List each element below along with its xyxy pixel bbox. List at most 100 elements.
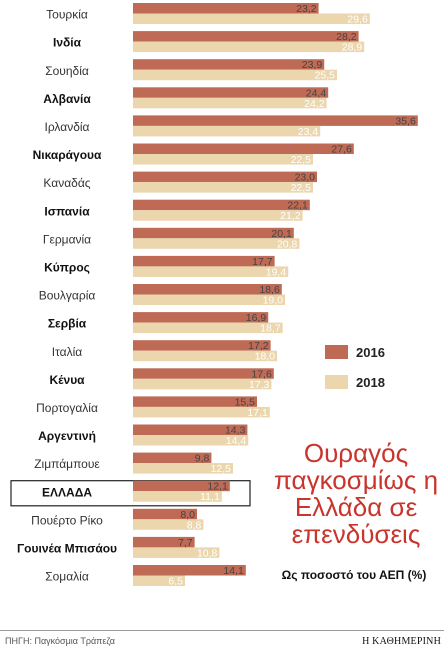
legend-item-2018: 2018	[325, 375, 385, 390]
legend-swatch	[325, 345, 348, 359]
category-label: Κένυα	[49, 373, 85, 387]
row-ισπανία: Ισπανία 22,121,2	[44, 199, 310, 222]
bar-2016	[133, 508, 197, 520]
bar-2016	[133, 115, 418, 126]
bar-2018	[133, 41, 365, 53]
bar-2016	[133, 284, 282, 295]
value-label-2016: 17,6	[251, 368, 272, 380]
value-label-2018: 24,2	[304, 98, 325, 110]
chart-rows: Τουρκία 23,2 29,6 Ινδία 28,228,9 Σουηδία 23,92…	[10, 3, 418, 588]
chart-legend: 2016 2018	[325, 345, 385, 390]
category-label: Τουρκία	[46, 8, 88, 22]
category-label: Αλβανία	[43, 92, 91, 106]
row-ιταλία: Ιταλία 17,218,0	[52, 340, 277, 363]
value-label-2016: 7,7	[178, 537, 193, 549]
bar-2018	[133, 575, 185, 586]
row-ελλαδα: ΕΛΛΑΔΑ 12,111,1	[10, 480, 251, 507]
value-label-2016: 15,5	[235, 396, 256, 408]
row-σερβία: Σερβία 16,918,7	[48, 312, 283, 335]
bar-2016	[133, 396, 257, 407]
bar-2018	[133, 97, 327, 109]
value-label-2016: 8,0	[180, 509, 195, 521]
value-label-2018: 14,4	[226, 435, 247, 447]
value-label-2016: 22,1	[287, 200, 308, 212]
value-label-2018: 28,9	[342, 42, 363, 54]
category-label: Πορτογαλία	[36, 401, 98, 415]
publisher-brand: Η ΚΑΘΗΜΕΡΙΝΗ	[362, 636, 441, 647]
value-label-2018: 18,0	[255, 351, 276, 363]
value-label-2018: 23,4	[298, 126, 319, 138]
category-label: Ινδία	[53, 36, 82, 50]
row-σουηδία: Σουηδία 23,925,5	[45, 59, 337, 82]
legend-swatch	[325, 375, 348, 389]
highlight-box	[10, 480, 251, 507]
value-label-2018: 12,5	[211, 463, 232, 475]
bar-2018	[133, 463, 233, 474]
bar-2016	[133, 480, 230, 492]
category-label: Καναδάς	[43, 176, 90, 190]
value-label-2016: 23,9	[302, 59, 323, 71]
value-label-2016: 9,8	[195, 453, 210, 465]
category-label: Βουλγαρία	[39, 289, 96, 303]
category-label: Ισπανία	[44, 204, 90, 218]
value-label-2018: 8,8	[187, 519, 202, 531]
row-ινδία: Ινδία 28,228,9	[53, 31, 365, 54]
value-label-2016: 17,2	[248, 340, 269, 352]
legend-label: 2018	[356, 375, 385, 390]
bar-2018	[133, 350, 277, 362]
row-τουρκία: Τουρκία 23,2 29,6	[46, 3, 370, 26]
category-label: Ζιμπάμπουε	[34, 457, 100, 471]
value-label-2018: 22,5	[291, 182, 312, 194]
value-label-2018: 21,2	[280, 210, 301, 222]
chart-headline: Ουραγός παγκοσμίως η Ελλάδα σε επενδύσει…	[273, 438, 439, 549]
category-label: Ιρλανδία	[45, 120, 90, 134]
source-note: ΠΗΓΗ: Παγκόσμια Τράπεζα	[5, 636, 115, 646]
value-label-2018: 22,5	[291, 154, 312, 166]
legend-item-2016: 2016	[325, 345, 385, 360]
bar-2018	[133, 238, 300, 249]
category-label: Σομαλία	[45, 570, 89, 584]
value-label-2016: 28,2	[336, 31, 357, 43]
value-label-2018: 18,7	[260, 323, 281, 335]
bar-2018	[133, 154, 313, 165]
value-label-2018: 10,8	[197, 547, 218, 559]
value-label-2018: 29,6	[347, 14, 368, 26]
bar-2018	[133, 266, 289, 277]
bar-2018	[133, 210, 303, 221]
bar-2016	[133, 424, 248, 435]
bar-2016	[133, 59, 325, 70]
row-σομαλία: Σομαλία 14,1 6,5	[45, 565, 246, 588]
bar-2016	[133, 199, 310, 211]
value-label-2016: 23,2	[296, 3, 317, 15]
bar-2018	[133, 69, 337, 81]
value-label-2016: 14,3	[225, 425, 246, 437]
row-πορτογαλία: Πορτογαλία 15,517,1	[36, 396, 270, 419]
bar-2016	[133, 340, 271, 351]
value-label-2018: 17,1	[247, 407, 268, 419]
value-label-2018: 19,0	[263, 295, 284, 307]
value-label-2016: 23,0	[295, 172, 316, 184]
bar-2016	[133, 368, 274, 379]
bar-2018	[133, 519, 204, 530]
value-label-2018: 6,5	[168, 576, 183, 588]
bar-2016	[133, 452, 212, 464]
bar-2016	[133, 227, 294, 239]
value-label-2018: 19,4	[266, 266, 287, 278]
bar-2018	[133, 547, 220, 558]
bar-2018	[133, 406, 270, 418]
row-αργεντινή: Αργεντινή 14,314,4	[38, 424, 249, 447]
value-label-2018: 17,3	[249, 379, 270, 391]
value-label-2016: 16,9	[246, 312, 267, 324]
category-label: Γερμανία	[43, 232, 91, 246]
footer-divider	[0, 630, 444, 631]
bar-2016	[133, 312, 269, 323]
bar-2018	[133, 294, 285, 305]
row-κύπρος: Κύπρος 17,719,4	[44, 255, 289, 278]
row-νικαράγουα: Νικαράγουα 27,6 22,5	[33, 143, 354, 166]
row-καναδάς: Καναδάς 23,022,5	[43, 171, 317, 194]
bar-2018	[133, 378, 272, 390]
row-γουινέα-μπισάου: Γουινέα Μπισάου 7,7 10,8	[17, 536, 220, 559]
bar-2018	[133, 13, 370, 24]
value-label-2016: 20,1	[271, 228, 292, 240]
category-label: Ιταλία	[52, 345, 83, 359]
